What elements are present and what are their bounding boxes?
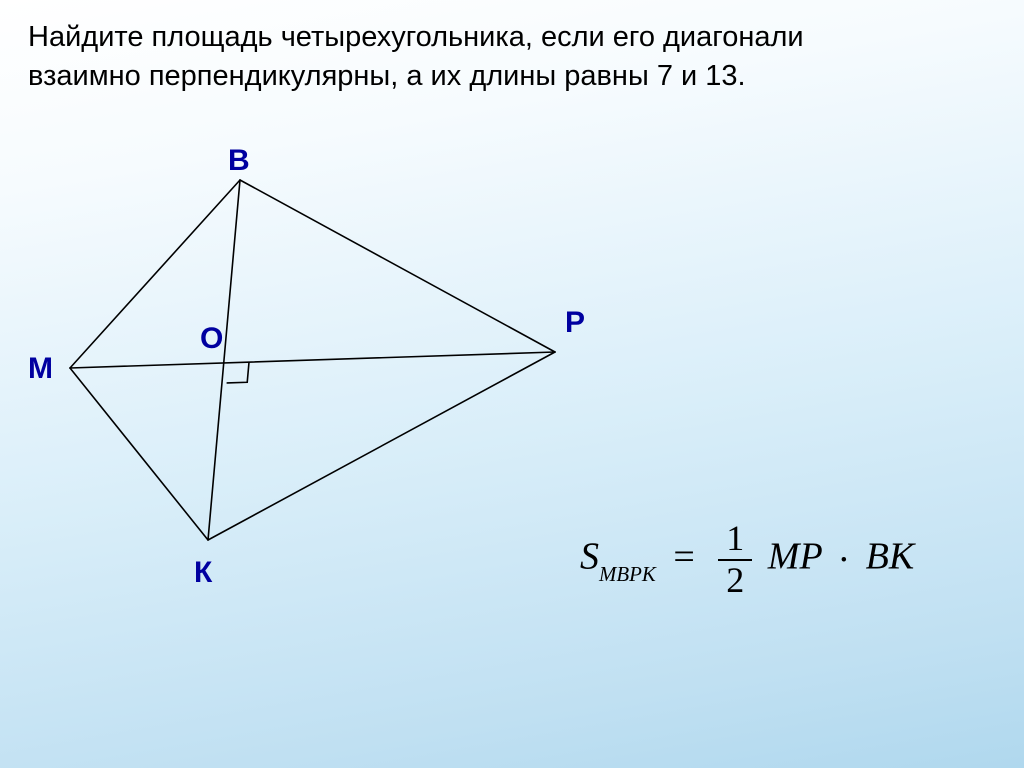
diagonal-bk	[208, 180, 240, 540]
label-p: Р	[565, 306, 585, 340]
side-km	[70, 368, 208, 540]
label-m: М	[28, 352, 53, 386]
area-formula: SMBPK = 1 2 MP · BK	[580, 520, 914, 600]
label-o: О	[200, 322, 223, 356]
diagonal-mp	[70, 352, 555, 368]
geometry-diagram	[0, 0, 1024, 768]
label-b: В	[228, 144, 250, 178]
side-pk	[208, 352, 555, 540]
slide: Найдите площадь четырехугольника, если е…	[0, 0, 1024, 768]
formula-eq: =	[673, 536, 694, 578]
formula-dot: ·	[837, 538, 850, 582]
right-angle-marker	[227, 362, 249, 383]
formula-sub: MBPK	[599, 562, 656, 586]
formula-term1: MP	[768, 536, 822, 578]
side-bp	[240, 180, 555, 352]
formula-term2: BK	[866, 536, 915, 578]
label-k: К	[194, 556, 212, 590]
formula-S: S	[580, 536, 599, 578]
formula-frac: 1 2	[718, 520, 752, 600]
formula-num: 1	[718, 520, 752, 561]
formula-den: 2	[718, 561, 752, 600]
